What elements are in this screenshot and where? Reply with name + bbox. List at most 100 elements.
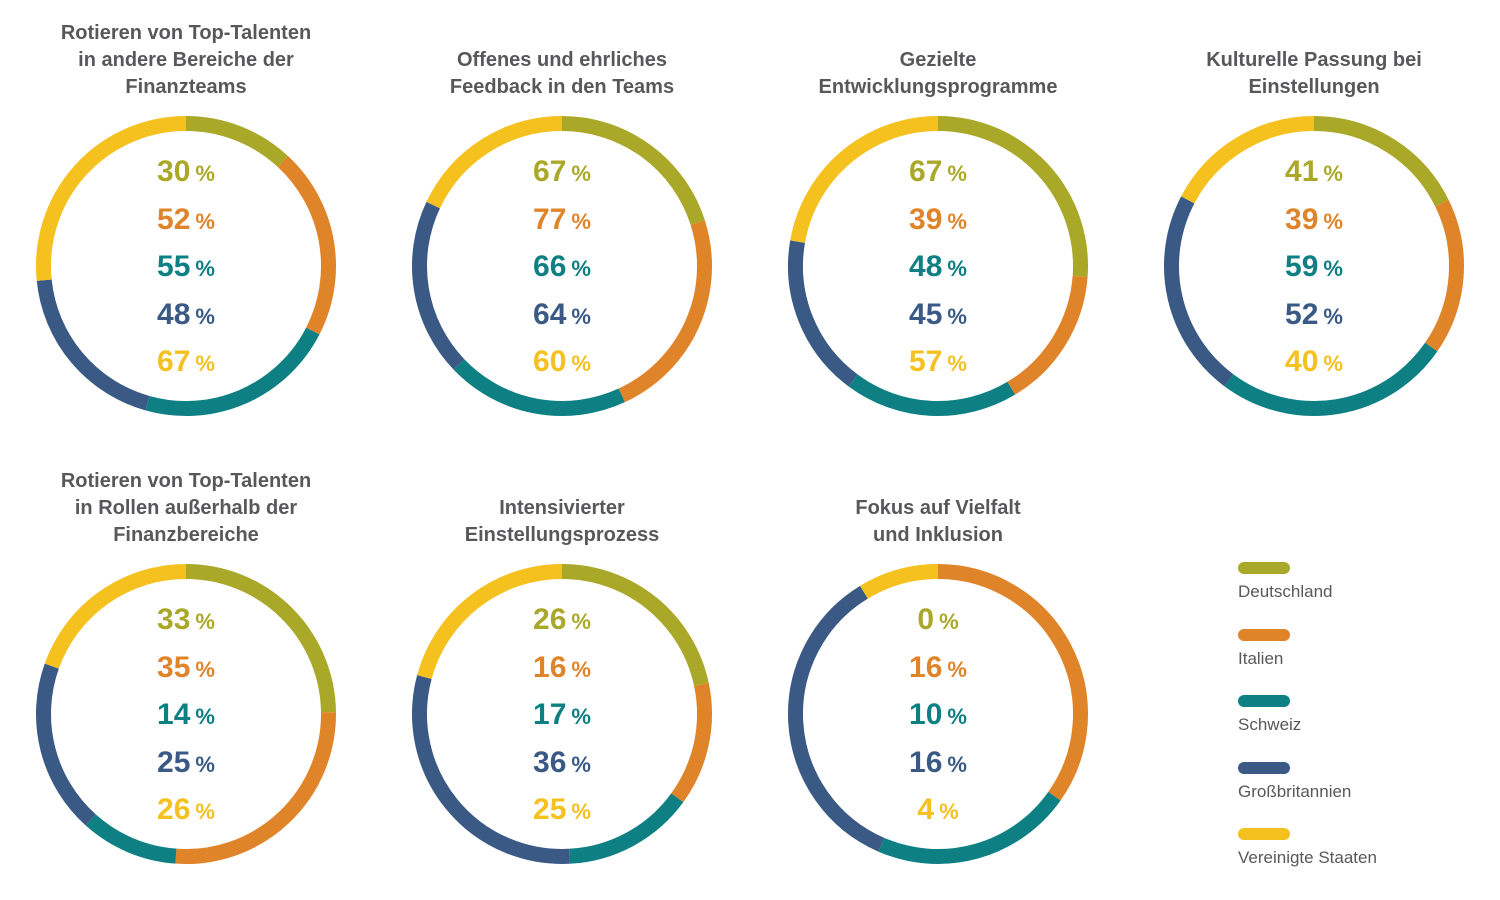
- donut-segment: [412, 675, 570, 864]
- donut-segment: [1224, 342, 1438, 416]
- data-label: 17%: [412, 691, 712, 739]
- data-label-value: 16: [909, 745, 943, 779]
- legend-item: Deutschland: [1238, 562, 1458, 629]
- donut-segment: [36, 116, 187, 281]
- data-label-value: 52: [157, 202, 191, 236]
- data-label: 16%: [788, 644, 1088, 692]
- value-labels: 67% 39% 48% 45% 57%: [788, 148, 1088, 386]
- percent-sign: %: [947, 704, 967, 729]
- data-label-value: 25: [157, 745, 191, 779]
- data-label-value: 45: [909, 297, 943, 331]
- data-label: 39%: [1164, 196, 1464, 244]
- chart-title: Rotieren von Top-Talenten in Rollen auße…: [60, 470, 312, 546]
- data-label-value: 66: [533, 250, 567, 283]
- data-label: 77%: [412, 196, 712, 244]
- percent-sign: %: [571, 161, 591, 186]
- legend-item: Großbritannien: [1238, 761, 1458, 829]
- donut-ring: [412, 116, 712, 416]
- data-label-value: 77: [533, 202, 567, 236]
- data-label-value: 48: [909, 250, 943, 283]
- data-label-value: 64: [533, 297, 567, 331]
- donut-ring: [788, 564, 1088, 864]
- donut-segment: [848, 374, 1016, 416]
- data-label: 67%: [788, 148, 1088, 196]
- data-label: 57%: [788, 338, 1088, 386]
- data-label-value: 48: [157, 297, 191, 331]
- legend-swatch: [1238, 828, 1290, 840]
- legend-swatch: [1238, 761, 1290, 774]
- percent-sign: %: [571, 303, 591, 329]
- percent-sign: %: [947, 656, 967, 682]
- percent-sign: %: [939, 609, 959, 634]
- legend-item: Schweiz: [1238, 695, 1458, 762]
- percent-sign: %: [195, 704, 215, 729]
- donut-segment: [453, 359, 625, 416]
- data-label: 67%: [412, 148, 712, 196]
- data-label-value: 67: [157, 345, 191, 378]
- percent-sign: %: [195, 609, 215, 634]
- donut-segment: [277, 156, 336, 335]
- percent-sign: %: [571, 256, 591, 281]
- data-label-value: 26: [533, 603, 567, 636]
- donut-segment: [1007, 275, 1088, 395]
- data-label: 48%: [788, 243, 1088, 291]
- data-label: 66%: [412, 243, 712, 291]
- data-label: 67%: [36, 338, 336, 386]
- donut-segment: [561, 564, 709, 686]
- data-label: 45%: [788, 291, 1088, 339]
- data-label: 41%: [1164, 148, 1464, 196]
- legend: Deutschland Italien Schweiz Großbritannien V…: [1238, 562, 1458, 895]
- data-label-value: 55: [157, 250, 191, 283]
- value-labels: 41% 39% 59% 52% 40%: [1164, 148, 1464, 386]
- donut-segment: [412, 201, 465, 370]
- donut-ring: [788, 116, 1088, 416]
- legend-swatch: [1238, 628, 1290, 641]
- chart-title: Rotieren von Top-Talenten in andere Bere…: [60, 22, 312, 98]
- donut-segment: [788, 585, 885, 852]
- data-label-value: 60: [533, 345, 567, 378]
- data-label: 25%: [36, 739, 336, 787]
- donut-segment: [185, 564, 336, 713]
- data-label-value: 52: [1285, 297, 1319, 331]
- data-label: 48%: [36, 291, 336, 339]
- donut-segment: [618, 220, 712, 403]
- data-label: 39%: [788, 196, 1088, 244]
- data-label: 4%: [788, 786, 1088, 834]
- data-label: 16%: [412, 644, 712, 692]
- percent-sign: %: [571, 656, 591, 682]
- donut-segment: [36, 663, 96, 826]
- data-label-value: 36: [533, 745, 567, 779]
- percent-sign: %: [1323, 161, 1343, 186]
- donut-segment: [145, 327, 320, 416]
- donut-ring: [36, 564, 336, 864]
- percent-sign: %: [1323, 351, 1343, 376]
- legend-label: Vereinigte Staaten: [1238, 848, 1377, 867]
- data-label-value: 25: [533, 793, 567, 826]
- data-label: 26%: [36, 786, 336, 834]
- data-label: 52%: [36, 196, 336, 244]
- percent-sign: %: [195, 208, 215, 234]
- data-label: 0%: [788, 596, 1088, 644]
- data-label: 60%: [412, 338, 712, 386]
- data-label: 25%: [412, 786, 712, 834]
- chart-title: Intensivierter Einstellungsprozess: [464, 497, 660, 546]
- data-label-value: 26: [157, 793, 191, 826]
- donut-segment: [1313, 116, 1449, 207]
- data-label-value: 16: [909, 650, 943, 684]
- percent-sign: %: [571, 704, 591, 729]
- donut-segment: [937, 116, 1088, 278]
- percent-sign: %: [571, 351, 591, 376]
- donut-segment: [860, 564, 939, 599]
- legend-item: Vereinigte Staaten: [1238, 828, 1458, 895]
- data-label-value: 30: [157, 155, 191, 188]
- chart-title: Gezielte Entwicklungsprogramme: [818, 49, 1058, 98]
- data-label: 40%: [1164, 338, 1464, 386]
- donut-segment: [1164, 196, 1234, 387]
- data-label: 59%: [1164, 243, 1464, 291]
- data-label: 55%: [36, 243, 336, 291]
- percent-sign: %: [195, 751, 215, 777]
- data-label-value: 35: [157, 650, 191, 684]
- donut-segment: [790, 116, 939, 243]
- percent-sign: %: [947, 161, 967, 186]
